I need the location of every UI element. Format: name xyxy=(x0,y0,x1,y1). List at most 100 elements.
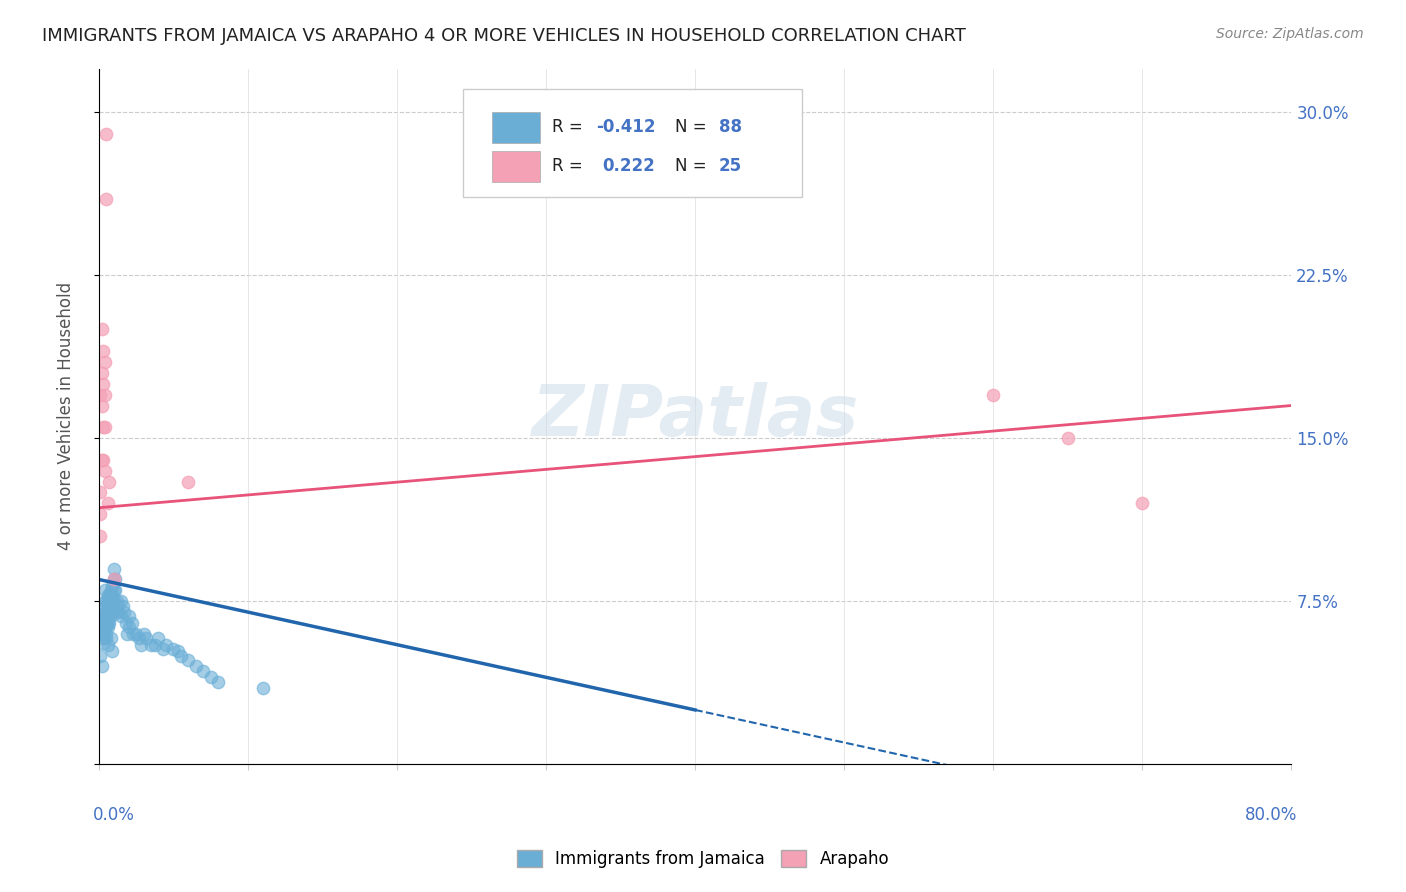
Text: 88: 88 xyxy=(718,118,742,136)
Point xyxy=(170,648,193,663)
Point xyxy=(100,609,122,624)
Point xyxy=(152,642,174,657)
Point xyxy=(104,573,127,587)
Point xyxy=(97,615,120,630)
Text: R =: R = xyxy=(553,118,588,136)
Point xyxy=(96,631,118,645)
Point xyxy=(89,609,111,624)
Point xyxy=(112,605,135,619)
Point xyxy=(98,594,121,608)
Text: ZIPatlas: ZIPatlas xyxy=(531,382,859,450)
Point xyxy=(110,609,132,624)
Point xyxy=(89,529,111,543)
Point xyxy=(166,644,188,658)
Point xyxy=(90,659,112,673)
Point xyxy=(98,588,121,602)
Point xyxy=(89,507,111,521)
Point xyxy=(103,594,125,608)
Point xyxy=(103,573,125,587)
Point xyxy=(121,615,143,630)
Point xyxy=(98,605,121,619)
Point xyxy=(177,653,200,667)
Point xyxy=(96,605,118,619)
Point xyxy=(90,366,112,380)
Point xyxy=(1130,496,1153,510)
Point xyxy=(97,605,120,619)
Point xyxy=(101,579,124,593)
Point xyxy=(103,583,125,598)
Point xyxy=(90,322,112,336)
Point xyxy=(94,420,117,434)
Point xyxy=(981,387,1004,401)
Point xyxy=(177,475,200,489)
Text: N =: N = xyxy=(675,157,711,175)
Point xyxy=(145,638,167,652)
Point xyxy=(96,627,118,641)
Point xyxy=(162,642,184,657)
Point xyxy=(252,681,274,695)
Point xyxy=(90,615,112,630)
Point xyxy=(94,620,117,634)
Point xyxy=(100,631,122,645)
Point xyxy=(117,620,139,634)
Point xyxy=(96,599,118,613)
Point xyxy=(94,464,117,478)
Y-axis label: 4 or more Vehicles in Household: 4 or more Vehicles in Household xyxy=(58,283,75,550)
Point xyxy=(91,453,114,467)
Point xyxy=(94,605,117,619)
Point xyxy=(100,594,122,608)
Point xyxy=(96,620,118,634)
Point xyxy=(98,609,121,624)
Point xyxy=(96,192,118,206)
Text: -0.412: -0.412 xyxy=(596,118,655,136)
Point xyxy=(103,561,125,575)
Text: 0.0%: 0.0% xyxy=(93,806,135,824)
Point xyxy=(101,605,124,619)
Point xyxy=(91,344,114,359)
Point xyxy=(200,670,222,684)
Point xyxy=(101,644,124,658)
Point xyxy=(89,387,111,401)
Point xyxy=(98,475,121,489)
Point xyxy=(104,583,127,598)
Point xyxy=(107,599,129,613)
Point xyxy=(1056,431,1078,445)
Text: N =: N = xyxy=(675,118,711,136)
Point xyxy=(125,627,148,641)
Point xyxy=(97,496,120,510)
Text: Source: ZipAtlas.com: Source: ZipAtlas.com xyxy=(1216,27,1364,41)
Bar xyxy=(492,151,540,182)
Point xyxy=(97,638,120,652)
Point xyxy=(94,387,117,401)
Point xyxy=(139,638,162,652)
Point xyxy=(184,659,207,673)
Point xyxy=(91,376,114,391)
Point xyxy=(132,627,155,641)
Point xyxy=(96,609,118,624)
Point xyxy=(97,620,120,634)
Point xyxy=(91,631,114,645)
Point xyxy=(100,583,122,598)
Point xyxy=(97,599,120,613)
Point xyxy=(111,599,134,613)
Point xyxy=(107,605,129,619)
Point xyxy=(91,420,114,434)
Point xyxy=(98,600,121,615)
Point xyxy=(100,605,122,619)
Point xyxy=(207,674,229,689)
Point xyxy=(114,615,136,630)
Point xyxy=(155,638,177,652)
Point xyxy=(96,594,118,608)
Text: 25: 25 xyxy=(718,157,742,175)
Point xyxy=(89,485,111,500)
Point xyxy=(97,609,120,624)
Point xyxy=(94,583,117,598)
Point xyxy=(94,355,117,369)
Point xyxy=(96,615,118,630)
Point xyxy=(100,599,122,613)
Point xyxy=(97,588,120,602)
Point xyxy=(103,573,125,587)
Point xyxy=(94,615,117,630)
Point xyxy=(91,635,114,649)
Point xyxy=(110,594,132,608)
